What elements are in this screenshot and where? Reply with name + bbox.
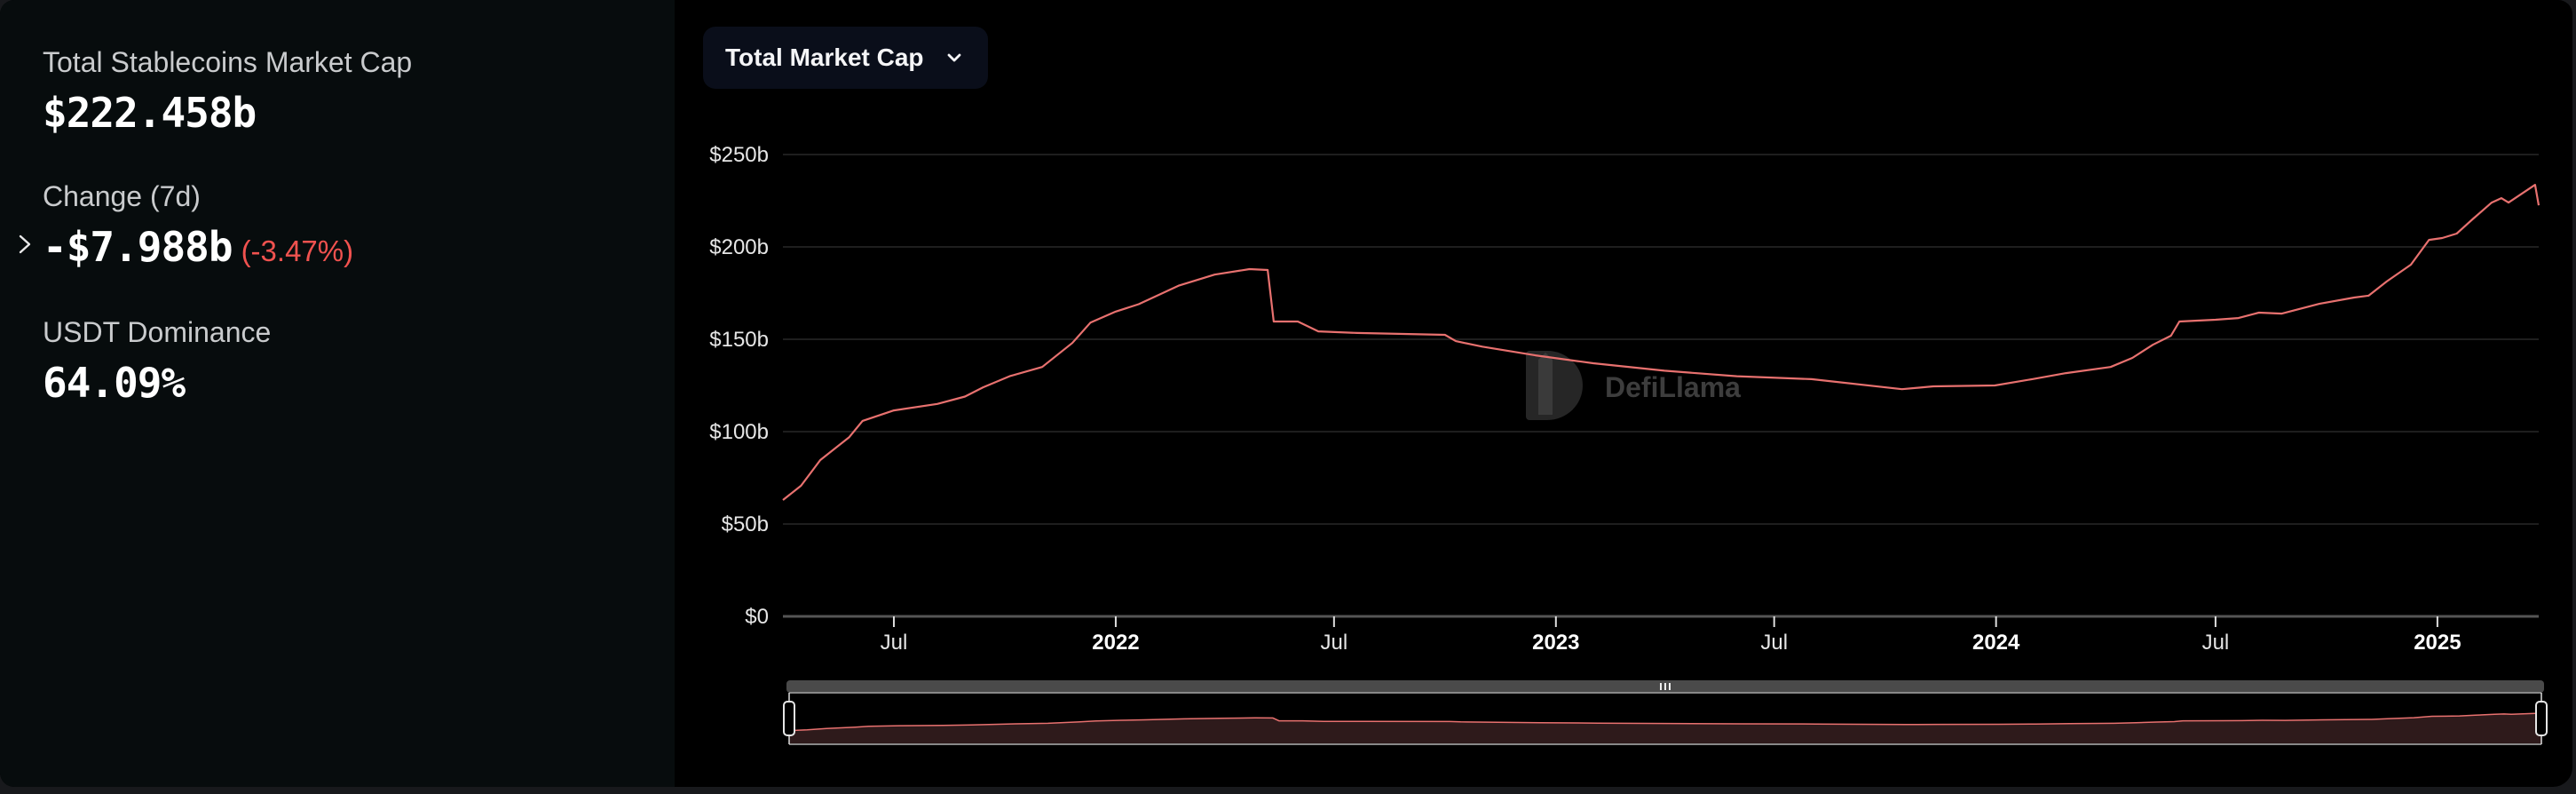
x-tick-label: Jul bbox=[1760, 631, 1788, 655]
chevron-right-icon[interactable] bbox=[16, 233, 34, 256]
change-7d-value: -$7.988b (-3.47%) bbox=[43, 226, 353, 267]
llama-silhouette-icon bbox=[1538, 353, 1553, 415]
x-tick-label: Jul bbox=[1320, 631, 1347, 655]
x-tick-label: 2025 bbox=[2414, 631, 2461, 655]
watermark: DefiLlama bbox=[1526, 351, 1741, 420]
x-tick-label: 2022 bbox=[1092, 631, 1139, 655]
navigator-right-handle[interactable] bbox=[2535, 701, 2548, 736]
x-tick-label: 2023 bbox=[1532, 631, 1579, 655]
change-7d-label: Change (7d) bbox=[43, 180, 201, 212]
change-7d-percent: (-3.47%) bbox=[241, 234, 354, 267]
y-tick-label: $200b bbox=[709, 235, 769, 259]
total-market-cap-value: $222.458b bbox=[43, 89, 257, 137]
usdt-dominance-value: 64.09% bbox=[43, 359, 186, 407]
y-tick-label: $50b bbox=[722, 512, 769, 536]
x-axis: Jul 2022 Jul 2023 Jul 2024 Jul 2025 bbox=[881, 616, 2461, 655]
scrollbar-grip-icon bbox=[1660, 683, 1662, 690]
x-tick-label: 2024 bbox=[1972, 631, 2020, 655]
navigator-line bbox=[788, 712, 2542, 732]
y-tick-label: $100b bbox=[709, 420, 769, 444]
market-cap-chart[interactable]: $0 $50b $100b $150b $200b $250b Jul 2022 Jul 202… bbox=[675, 0, 2572, 787]
x-tick-label: Jul bbox=[881, 631, 908, 655]
scrollbar-grip-icon bbox=[1669, 683, 1671, 690]
usdt-dominance-label: USDT Dominance bbox=[43, 316, 272, 348]
y-tick-label: $250b bbox=[709, 143, 769, 167]
metric-dropdown-label: Total Market Cap bbox=[725, 44, 924, 71]
series-line bbox=[782, 184, 2540, 501]
range-navigator[interactable] bbox=[783, 680, 2548, 745]
y-tick-label: $0 bbox=[745, 605, 769, 629]
stats-panel: Total Stablecoins Market Cap $222.458b C… bbox=[0, 0, 675, 787]
change-7d-amount: -$7.988b bbox=[43, 223, 233, 271]
scrollbar-grip-icon bbox=[1664, 683, 1666, 690]
metric-dropdown-button[interactable]: Total Market Cap bbox=[703, 27, 988, 89]
x-tick-label: Jul bbox=[2202, 631, 2230, 655]
y-axis: $0 $50b $100b $150b $200b $250b bbox=[709, 143, 769, 629]
total-market-cap-label: Total Stablecoins Market Cap bbox=[43, 46, 413, 78]
chevron-down-icon bbox=[947, 53, 960, 62]
watermark-text: DefiLlama bbox=[1605, 371, 1741, 403]
navigator-left-handle[interactable] bbox=[783, 701, 795, 736]
navigator-area bbox=[789, 713, 2541, 744]
y-tick-label: $150b bbox=[709, 328, 769, 352]
market-cap-line bbox=[782, 184, 2540, 501]
